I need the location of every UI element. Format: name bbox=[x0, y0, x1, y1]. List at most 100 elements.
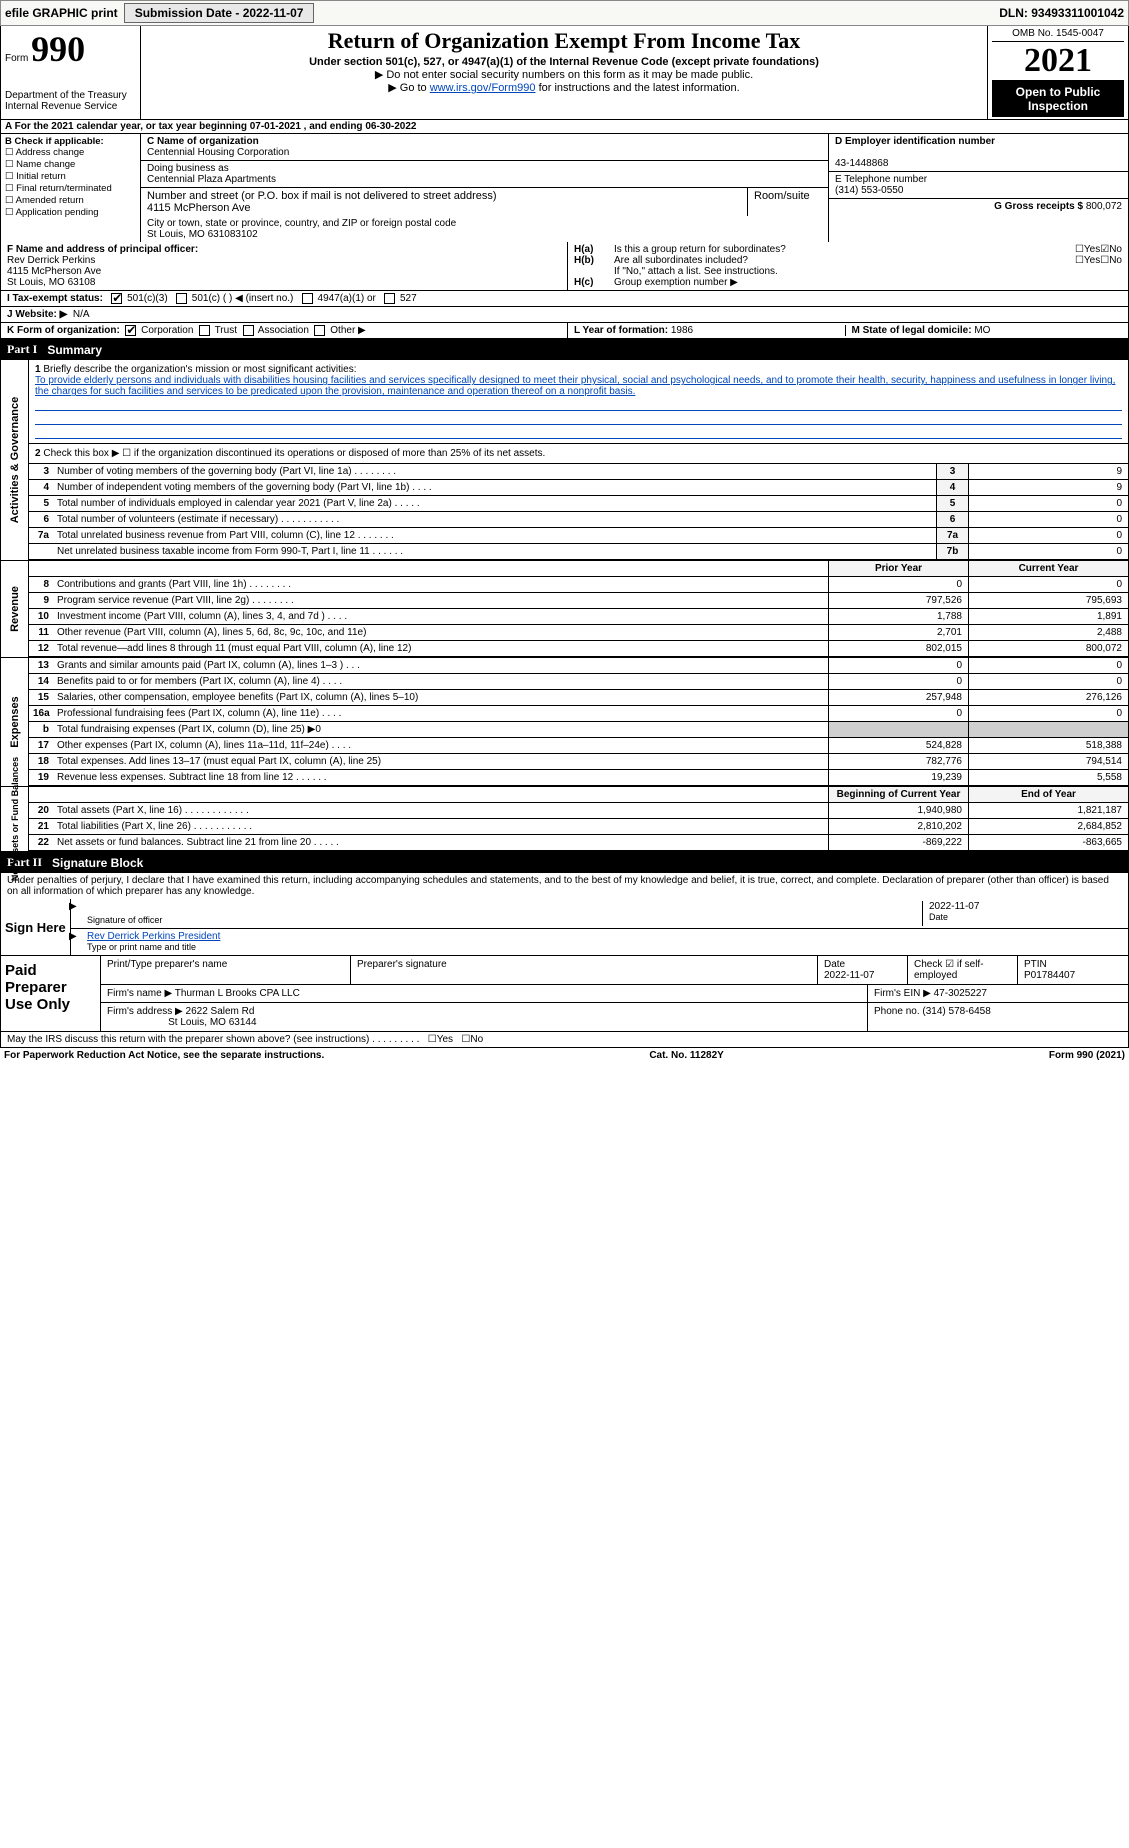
org-name: Centennial Housing Corporation bbox=[147, 147, 289, 158]
ha-no[interactable]: ☑No bbox=[1100, 244, 1122, 255]
city-label: City or town, state or province, country… bbox=[147, 218, 456, 229]
chk-trust[interactable] bbox=[199, 325, 210, 336]
chk-initial-return[interactable]: ☐ Initial return bbox=[5, 171, 136, 182]
ptin-label: PTIN bbox=[1024, 959, 1047, 970]
chk-501c3[interactable] bbox=[111, 293, 122, 304]
table-row: 9Program service revenue (Part VIII, lin… bbox=[29, 593, 1128, 609]
chk-address-change[interactable]: ☐ Address change bbox=[5, 147, 136, 158]
cell-prior: 19,239 bbox=[828, 770, 968, 785]
line-no: 17 bbox=[29, 738, 53, 753]
open-public-badge: Open to Public Inspection bbox=[992, 81, 1124, 117]
city-state-zip: St Louis, MO 631083102 bbox=[147, 229, 258, 240]
ha-yes[interactable]: ☐Yes bbox=[1075, 244, 1100, 255]
chk-amended[interactable]: ☐ Amended return bbox=[5, 195, 136, 206]
dept-treasury: Department of the Treasury bbox=[5, 90, 136, 101]
501c-label: 501(c) ( ) ◀ (insert no.) bbox=[192, 293, 294, 304]
tab-gov-label: Activities & Governance bbox=[9, 397, 21, 524]
row-a-tax-year: A For the 2021 calendar year, or tax yea… bbox=[0, 120, 1129, 134]
chk-corp[interactable] bbox=[125, 325, 136, 336]
assoc-label: Association bbox=[258, 325, 309, 336]
submission-date-button[interactable]: Submission Date - 2022-11-07 bbox=[124, 3, 315, 23]
part1-title: Summary bbox=[47, 343, 102, 357]
row-i-tax-status: I Tax-exempt status: 501(c)(3) 501(c) ( … bbox=[0, 291, 1129, 307]
subtitle-3: ▶ Go to www.irs.gov/Form990 for instruct… bbox=[147, 81, 981, 94]
ein-value: 43-1448868 bbox=[835, 158, 888, 169]
line-value: 0 bbox=[968, 544, 1128, 559]
mission-text: To provide elderly persons and individua… bbox=[35, 375, 1115, 397]
page-footer: For Paperwork Reduction Act Notice, see … bbox=[0, 1048, 1129, 1063]
cell-prior: 0 bbox=[828, 658, 968, 673]
discuss-row: May the IRS discuss this return with the… bbox=[0, 1032, 1129, 1048]
irs-label: Internal Revenue Service bbox=[5, 101, 136, 112]
dln-label: DLN: 93493311001042 bbox=[999, 6, 1124, 20]
table-row: 4Number of independent voting members of… bbox=[29, 480, 1128, 496]
officer-name: Rev Derrick Perkins bbox=[7, 255, 95, 266]
col-end: End of Year bbox=[968, 787, 1128, 802]
cell-prior: 782,776 bbox=[828, 754, 968, 769]
corp-label: Corporation bbox=[141, 325, 193, 336]
hc-label: H(c) bbox=[574, 277, 614, 288]
line-no: 5 bbox=[29, 496, 53, 511]
line-no: 22 bbox=[29, 835, 53, 850]
chk-527[interactable] bbox=[384, 293, 395, 304]
cell-current: 794,514 bbox=[968, 754, 1128, 769]
chk-4947[interactable] bbox=[302, 293, 313, 304]
cell-current: 0 bbox=[968, 706, 1128, 721]
sig-date: 2022-11-07 bbox=[929, 901, 979, 912]
instructions-link[interactable]: www.irs.gov/Form990 bbox=[430, 82, 536, 94]
table-row: 12Total revenue—add lines 8 through 11 (… bbox=[29, 641, 1128, 657]
table-row: 6Total number of volunteers (estimate if… bbox=[29, 512, 1128, 528]
discuss-yes[interactable]: Yes bbox=[437, 1034, 453, 1045]
tax-year: 2021 bbox=[992, 42, 1124, 81]
chk-application-pending[interactable]: ☐ Application pending bbox=[5, 207, 136, 218]
line-text: Number of independent voting members of … bbox=[53, 480, 936, 495]
firm-phone: (314) 578-6458 bbox=[922, 1006, 990, 1017]
line-text: Professional fundraising fees (Part IX, … bbox=[53, 706, 828, 721]
chk-final-return[interactable]: ☐ Final return/terminated bbox=[5, 183, 136, 194]
chk-assoc[interactable] bbox=[243, 325, 254, 336]
cell-current: 795,693 bbox=[968, 593, 1128, 608]
firm-addr-label: Firm's address ▶ bbox=[107, 1006, 183, 1017]
line-text: Benefits paid to or for members (Part IX… bbox=[53, 674, 828, 689]
line-no: 15 bbox=[29, 690, 53, 705]
chk-501c[interactable] bbox=[176, 293, 187, 304]
table-row: 20Total assets (Part X, line 16) . . . .… bbox=[29, 803, 1128, 819]
chk-name-change[interactable]: ☐ Name change bbox=[5, 159, 136, 170]
line-text: Total number of volunteers (estimate if … bbox=[53, 512, 936, 527]
sig-date-label: Date bbox=[929, 912, 948, 922]
line-text: Net unrelated business taxable income fr… bbox=[53, 544, 936, 559]
cell-current: 2,488 bbox=[968, 625, 1128, 640]
table-row: 19Revenue less expenses. Subtract line 1… bbox=[29, 770, 1128, 786]
discuss-no[interactable]: No bbox=[470, 1034, 483, 1045]
line-text: Total revenue—add lines 8 through 11 (mu… bbox=[53, 641, 828, 656]
line-text: Revenue less expenses. Subtract line 18 … bbox=[53, 770, 828, 785]
tab-governance: Activities & Governance bbox=[1, 360, 29, 560]
hb-text: Are all subordinates included? bbox=[614, 255, 1075, 266]
firm-ein-label: Firm's EIN ▶ bbox=[874, 988, 931, 999]
line1-no: 1 bbox=[35, 364, 41, 375]
year-formation: 1986 bbox=[671, 325, 693, 336]
hb-label: H(b) bbox=[574, 255, 614, 266]
street-address: 4115 McPherson Ave bbox=[147, 202, 251, 214]
firm-addr1: 2622 Salem Rd bbox=[186, 1006, 255, 1017]
trust-label: Trust bbox=[215, 325, 237, 336]
governance-section: Activities & Governance 1 Briefly descri… bbox=[0, 360, 1129, 560]
cell-prior: 1,940,980 bbox=[828, 803, 968, 818]
hb-no[interactable]: ☐No bbox=[1100, 255, 1122, 266]
paid-preparer-label: Paid Preparer Use Only bbox=[1, 956, 101, 1031]
paid-preparer-block: Paid Preparer Use Only Print/Type prepar… bbox=[0, 956, 1129, 1032]
cell-current: 1,891 bbox=[968, 609, 1128, 624]
table-row: 7aTotal unrelated business revenue from … bbox=[29, 528, 1128, 544]
line-no: b bbox=[29, 722, 53, 737]
table-row: 18Total expenses. Add lines 13–17 (must … bbox=[29, 754, 1128, 770]
phone-label: E Telephone number bbox=[835, 174, 927, 185]
col-prior: Prior Year bbox=[828, 561, 968, 576]
ptin-value: P01784407 bbox=[1024, 970, 1075, 981]
j-label: J Website: ▶ bbox=[7, 309, 67, 320]
form-title: Return of Organization Exempt From Incom… bbox=[147, 28, 981, 54]
chk-other[interactable] bbox=[314, 325, 325, 336]
officer-addr2: St Louis, MO 63108 bbox=[7, 277, 95, 288]
prep-selfemp-chk[interactable]: Check ☑ if self-employed bbox=[908, 956, 1018, 984]
hb-yes[interactable]: ☐Yes bbox=[1075, 255, 1100, 266]
footer-form: Form 990 (2021) bbox=[1049, 1050, 1125, 1061]
